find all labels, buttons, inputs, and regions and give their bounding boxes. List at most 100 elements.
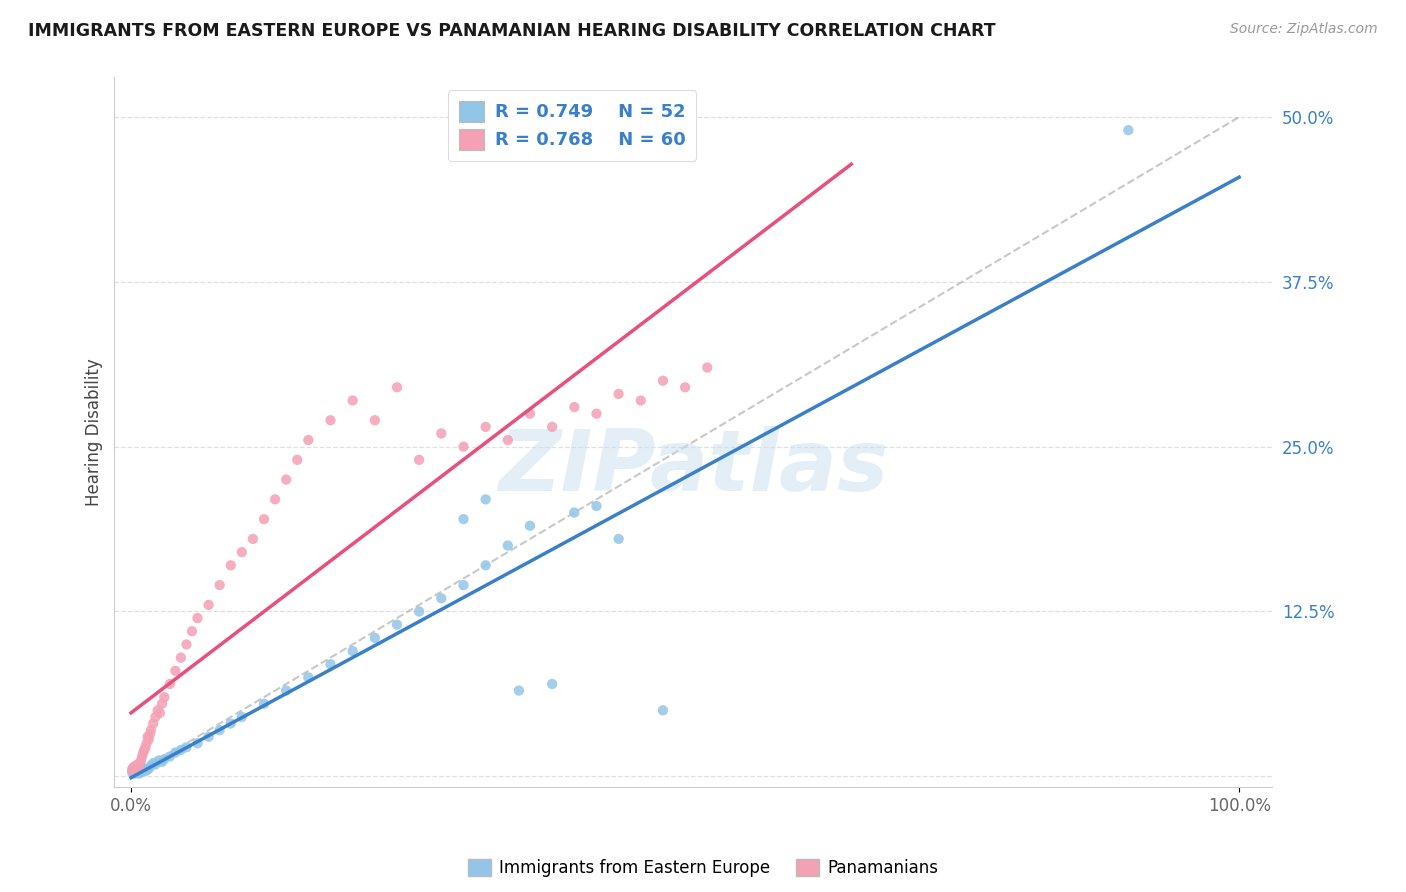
Point (231, 710, 253, 724)
Point (134, 740, 156, 755)
Point (231, 545, 253, 559)
Point (124, 758, 146, 772)
Point (129, 765, 152, 780)
Point (297, 433, 319, 447)
Point (134, 743, 156, 757)
Point (408, 605, 430, 619)
Point (135, 736, 157, 750)
Point (165, 746, 187, 760)
Point (148, 754, 170, 768)
Point (153, 690, 176, 705)
Point (149, 706, 172, 720)
Text: Source: ZipAtlas.com: Source: ZipAtlas.com (1230, 22, 1378, 37)
Point (652, 703, 675, 717)
Point (132, 763, 155, 777)
Point (129, 763, 152, 777)
Point (242, 532, 264, 546)
Point (219, 558, 242, 573)
Point (652, 374, 675, 388)
Point (696, 360, 718, 375)
Point (170, 650, 193, 665)
Point (121, 761, 143, 775)
Point (197, 598, 219, 612)
Point (474, 558, 496, 573)
Point (150, 697, 173, 711)
Point (496, 433, 519, 447)
Point (453, 578, 475, 592)
Point (408, 453, 430, 467)
Point (176, 637, 198, 651)
Point (139, 727, 162, 741)
Point (630, 393, 652, 408)
Point (342, 393, 364, 408)
Point (519, 407, 541, 421)
Point (496, 539, 519, 553)
Point (430, 426, 453, 441)
Point (285, 453, 308, 467)
Point (253, 697, 276, 711)
Point (474, 420, 496, 434)
Point (319, 657, 342, 672)
Text: ZIPatlas: ZIPatlas (498, 426, 889, 509)
Point (121, 765, 143, 780)
Point (430, 591, 453, 606)
Point (134, 761, 156, 775)
Text: IMMIGRANTS FROM EASTERN EUROPE VS PANAMANIAN HEARING DISABILITY CORRELATION CHAR: IMMIGRANTS FROM EASTERN EUROPE VS PANAMA… (28, 22, 995, 40)
Point (128, 766, 150, 780)
Point (585, 407, 607, 421)
Point (125, 761, 148, 775)
Point (124, 763, 146, 777)
Point (508, 683, 530, 698)
Point (181, 624, 204, 639)
Point (562, 400, 585, 414)
Point (1118, 123, 1140, 137)
Point (673, 380, 696, 394)
Point (319, 413, 342, 427)
Point (142, 756, 165, 770)
Point (453, 512, 475, 526)
Point (364, 631, 387, 645)
Point (129, 756, 152, 770)
Point (607, 532, 630, 546)
Point (128, 760, 150, 774)
Point (153, 752, 176, 766)
Point (132, 746, 155, 760)
Point (146, 703, 169, 717)
Point (541, 677, 564, 691)
Point (139, 723, 162, 738)
Point (297, 670, 319, 684)
Point (129, 754, 152, 768)
Point (122, 764, 145, 778)
Point (121, 763, 143, 777)
Point (186, 736, 208, 750)
Legend: Immigrants from Eastern Europe, Panamanians: Immigrants from Eastern Europe, Panamani… (461, 852, 945, 884)
Point (474, 492, 496, 507)
Point (127, 764, 149, 778)
Point (165, 664, 187, 678)
Point (150, 755, 173, 769)
Point (208, 578, 231, 592)
Point (176, 740, 198, 755)
Point (186, 611, 208, 625)
Point (276, 683, 298, 698)
Point (253, 512, 276, 526)
Y-axis label: Hearing Disability: Hearing Disability (86, 359, 103, 506)
Point (385, 617, 408, 632)
Point (342, 644, 364, 658)
Point (219, 716, 242, 731)
Point (170, 743, 193, 757)
Point (159, 749, 181, 764)
Point (131, 749, 153, 764)
Point (607, 387, 630, 401)
Point (159, 677, 181, 691)
Point (145, 757, 167, 772)
Point (264, 492, 287, 507)
Legend: R = 0.749    N = 52, R = 0.768    N = 60: R = 0.749 N = 52, R = 0.768 N = 60 (447, 90, 696, 161)
Point (124, 763, 146, 777)
Point (208, 723, 231, 738)
Point (453, 440, 475, 454)
Point (145, 710, 167, 724)
Point (127, 757, 149, 772)
Point (122, 764, 145, 778)
Point (585, 499, 607, 513)
